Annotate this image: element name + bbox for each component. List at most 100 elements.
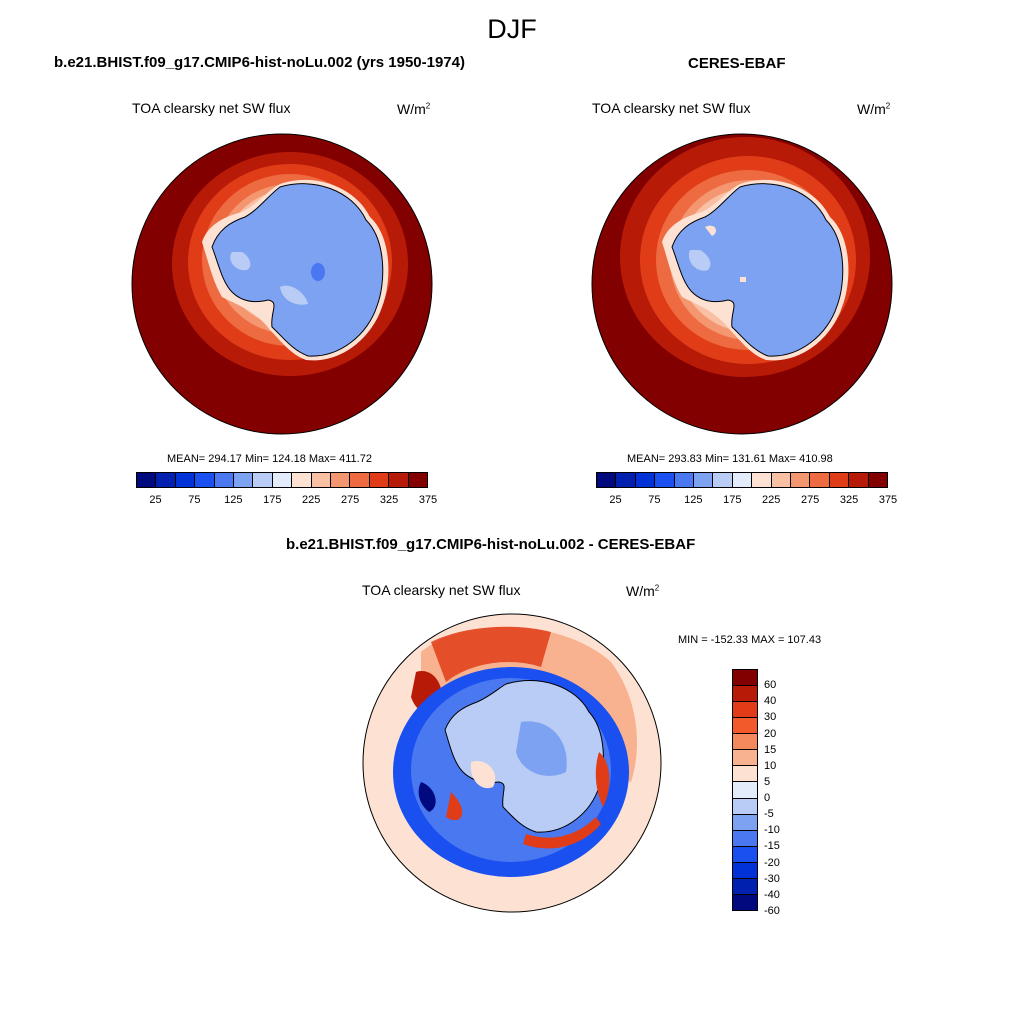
colorbar-swatch bbox=[616, 473, 636, 487]
colorbar-swatch bbox=[195, 473, 215, 487]
season-title: DJF bbox=[487, 14, 537, 44]
panel-1-colorbar-ticks: 25 75 125 175 225 275 325 375 bbox=[136, 494, 437, 508]
diff-colorbar-tick-label: -10 bbox=[764, 824, 780, 837]
colorbar-swatch bbox=[810, 473, 830, 487]
colorbar-swatch bbox=[694, 473, 714, 487]
panel-1-plateau-min bbox=[311, 263, 325, 281]
panel-1-stats: MEAN= 294.17 Min= 124.18 Max= 411.72 bbox=[167, 453, 372, 465]
colorbar-swatch bbox=[389, 473, 409, 487]
colorbar-swatch bbox=[597, 473, 617, 487]
colorbar-tick-label: 325 bbox=[379, 494, 399, 506]
colorbar-swatch bbox=[849, 473, 869, 487]
diff-colorbar-swatch bbox=[733, 862, 757, 879]
diff-title: b.e21.BHIST.f09_g17.CMIP6-hist-noLu.002 … bbox=[286, 536, 696, 553]
diff-colorbar-tick-label: -15 bbox=[764, 840, 780, 853]
colorbar-swatch bbox=[331, 473, 351, 487]
colorbar-swatch bbox=[175, 473, 196, 487]
colorbar-swatch bbox=[674, 473, 695, 487]
colorbar-tick-label: 325 bbox=[839, 494, 859, 506]
colorbar-tick-label: 25 bbox=[149, 494, 162, 506]
diff-colorbar-swatch bbox=[733, 718, 757, 735]
diff-colorbar-ticks: 60 40 30 20 15 10 5 0 -5 -10 -15 -20 -30 -40 -60 bbox=[764, 669, 794, 917]
diff-colorbar-tick-label: -20 bbox=[764, 856, 780, 869]
colorbar-tick-label: 75 bbox=[188, 494, 201, 506]
diff-colorbar-swatch bbox=[733, 814, 757, 831]
diff-coastal-pos-east bbox=[595, 752, 610, 807]
colorbar-swatch bbox=[214, 473, 235, 487]
diff-colorbar bbox=[732, 669, 758, 911]
colorbar-swatch bbox=[369, 473, 390, 487]
diff-colorbar-swatch bbox=[733, 894, 757, 910]
diff-colorbar-swatch bbox=[733, 702, 757, 719]
diff-colorbar-tick-label: 5 bbox=[764, 775, 771, 788]
diff-stats: MIN = -152.33 MAX = 107.43 bbox=[678, 634, 822, 646]
panel-2-colorbar bbox=[596, 472, 888, 488]
diff-colorbar-swatch bbox=[733, 830, 757, 847]
colorbar-tick-label: 175 bbox=[723, 494, 742, 506]
panel-2-units: W/m2 bbox=[857, 101, 891, 117]
panel-2-polar-map bbox=[591, 133, 893, 435]
colorbar-tick-label: 375 bbox=[878, 494, 898, 506]
diff-polar-map bbox=[362, 613, 662, 913]
diff-colorbar-swatch bbox=[733, 782, 757, 799]
colorbar-tick-label: 75 bbox=[648, 494, 661, 506]
colorbar-swatch bbox=[137, 473, 157, 487]
diff-colorbar-tick-label: -40 bbox=[764, 888, 780, 901]
colorbar-tick-label: 225 bbox=[762, 494, 781, 506]
diff-colorbar-swatch bbox=[733, 766, 757, 783]
diff-colorbar-tick-label: -5 bbox=[764, 808, 774, 821]
colorbar-tick-label: 25 bbox=[609, 494, 622, 506]
panel-1-colorbar bbox=[136, 472, 428, 488]
panel-2-variable: TOA clearsky net SW flux bbox=[592, 100, 751, 116]
colorbar-swatch bbox=[868, 473, 888, 487]
panel-2-colorbar-ticks: 25 75 125 175 225 275 325 375 bbox=[596, 494, 897, 508]
colorbar-swatch bbox=[713, 473, 733, 487]
diff-colorbar-tick-label: 15 bbox=[764, 743, 777, 756]
colorbar-tick-label: 375 bbox=[418, 494, 438, 506]
diff-colorbar-swatch bbox=[733, 670, 757, 687]
diff-colorbar-tick-label: 40 bbox=[764, 695, 777, 708]
colorbar-swatch bbox=[635, 473, 656, 487]
colorbar-swatch bbox=[350, 473, 370, 487]
colorbar-tick-label: 125 bbox=[684, 494, 703, 506]
diff-colorbar-swatch bbox=[733, 686, 757, 703]
colorbar-swatch bbox=[253, 473, 273, 487]
panel-1-variable: TOA clearsky net SW flux bbox=[132, 100, 291, 116]
diff-colorbar-swatch bbox=[733, 734, 757, 751]
colorbar-swatch bbox=[752, 473, 772, 487]
colorbar-swatch bbox=[311, 473, 332, 487]
colorbar-swatch bbox=[655, 473, 675, 487]
colorbar-swatch bbox=[292, 473, 312, 487]
colorbar-tick-label: 175 bbox=[263, 494, 282, 506]
diff-variable: TOA clearsky net SW flux bbox=[362, 582, 521, 598]
diff-colorbar-tick-label: -30 bbox=[764, 872, 780, 885]
panel-2-stats: MEAN= 293.83 Min= 131.61 Max= 410.98 bbox=[627, 453, 833, 465]
diff-colorbar-swatch bbox=[733, 878, 757, 895]
diff-colorbar-tick-label: 0 bbox=[764, 792, 771, 805]
diff-colorbar-swatch bbox=[733, 846, 757, 863]
panel-1-polar-map bbox=[131, 133, 433, 435]
colorbar-swatch bbox=[156, 473, 176, 487]
diff-colorbar-swatch bbox=[733, 798, 757, 815]
colorbar-tick-label: 275 bbox=[800, 494, 820, 506]
panel-1-title: b.e21.BHIST.f09_g17.CMIP6-hist-noLu.002 … bbox=[54, 54, 465, 71]
colorbar-swatch bbox=[791, 473, 811, 487]
colorbar-swatch bbox=[408, 473, 428, 487]
colorbar-swatch bbox=[272, 473, 293, 487]
colorbar-swatch bbox=[732, 473, 753, 487]
colorbar-tick-label: 275 bbox=[340, 494, 360, 506]
diff-colorbar-tick-label: -60 bbox=[764, 905, 780, 917]
colorbar-swatch bbox=[771, 473, 792, 487]
colorbar-swatch bbox=[234, 473, 254, 487]
colorbar-tick-label: 225 bbox=[302, 494, 321, 506]
diff-colorbar-tick-label: 30 bbox=[764, 711, 777, 724]
panel-1-antarctica bbox=[211, 183, 384, 357]
diff-colorbar-tick-label: 60 bbox=[764, 679, 777, 692]
panel-1-units: W/m2 bbox=[397, 101, 431, 117]
diff-units: W/m2 bbox=[626, 583, 660, 599]
panel-2-title: CERES-EBAF bbox=[688, 55, 786, 72]
panel-2-antarctica bbox=[671, 183, 844, 357]
colorbar-swatch bbox=[829, 473, 850, 487]
diff-colorbar-tick-label: 10 bbox=[764, 759, 777, 772]
colorbar-tick-label: 125 bbox=[224, 494, 243, 506]
